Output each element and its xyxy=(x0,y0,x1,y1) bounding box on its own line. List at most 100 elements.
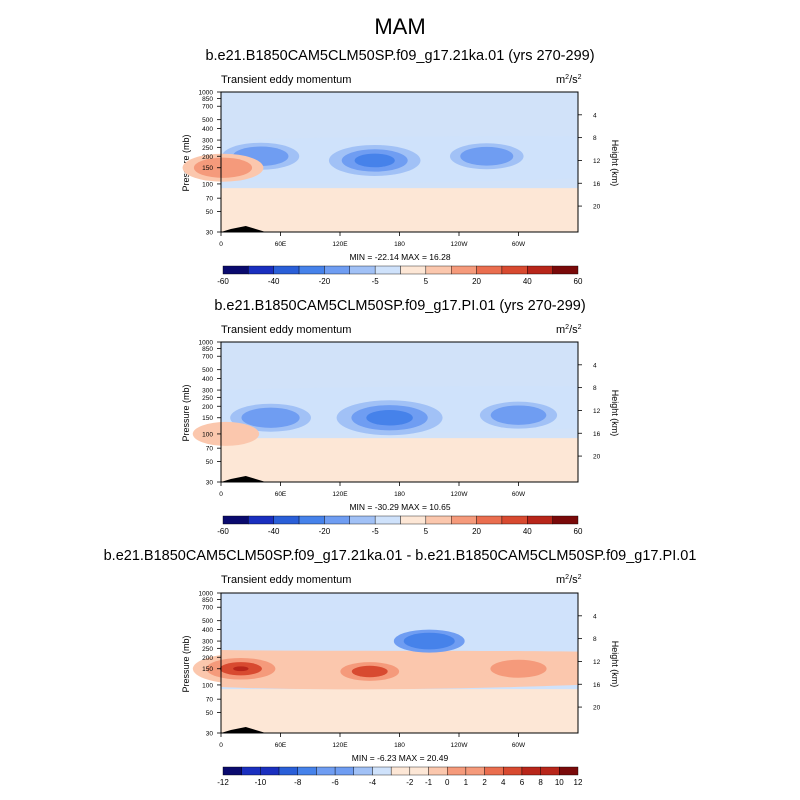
panel-1-colorbar-box-9 xyxy=(451,265,477,275)
panel-3-pressure-label-850: 850 xyxy=(202,597,213,604)
panel-2-lon-label-0: 0 xyxy=(219,491,223,498)
panel-3-subtitle: Transient eddy momentum xyxy=(221,574,351,586)
panel-2-pressure-label-250: 250 xyxy=(202,395,213,402)
panel-3-colorbar-box-3 xyxy=(278,766,298,776)
panel-3-lon-label-60W: 60W xyxy=(512,742,526,749)
panel-2-feature-neg-core-180-level-3 xyxy=(366,410,413,426)
panel-1-height-label-4: 4 xyxy=(593,112,597,119)
panel-2-colorbar-label--60: -60 xyxy=(217,527,229,536)
panel-3-y2label: Height (km) xyxy=(610,641,620,688)
panel-2: Transient eddy momentum m2/s2 Pressure (… xyxy=(181,324,620,536)
panel-3-pressure-label-30: 30 xyxy=(206,731,214,738)
panel-1-lon-label-60E: 60E xyxy=(275,241,287,248)
panel-1-height-label-20: 20 xyxy=(593,204,601,211)
panel-2-height-label-8: 8 xyxy=(593,385,597,392)
panel-1-colorbar-label--40: -40 xyxy=(268,277,280,286)
panel-2-colorbar-label--20: -20 xyxy=(319,527,331,536)
panel-3-pressure-label-100: 100 xyxy=(202,682,213,689)
panel-2-height-label-20: 20 xyxy=(593,454,601,461)
panel-3-colorbar-box-4 xyxy=(297,766,317,776)
panel-1-lon-label-180: 180 xyxy=(394,241,405,248)
figure-title: MAM xyxy=(374,14,426,39)
panel-3-colorbar-box-12 xyxy=(447,766,467,776)
panel-1-feature-pos-core-0-level-2 xyxy=(193,157,253,178)
panel-2-colorbar-box-3 xyxy=(298,515,325,525)
panel-3-feature-pos-core-95W-level-2 xyxy=(490,659,547,678)
panel-1-minmax: MIN = -22.14 MAX = 16.28 xyxy=(349,252,450,262)
panel-1-y2label: Height (km) xyxy=(610,140,620,187)
panel-1-pressure-label-150: 150 xyxy=(202,165,213,172)
panel-1-title: b.e21.B1850CAM5CLM50SP.f09_g17.21ka.01 (… xyxy=(205,48,595,64)
panel-3-band-low xyxy=(221,593,578,622)
panel-1-colorbar-box-1 xyxy=(248,265,274,275)
panel-2-pressure-label-70: 70 xyxy=(206,446,214,453)
panel-3-colorbar-label-4: 4 xyxy=(501,778,506,787)
panel-3-units: m2/s2 xyxy=(556,574,582,586)
panel-2-height-label-4: 4 xyxy=(593,362,597,369)
panel-2-colorbar-label-60: 60 xyxy=(574,527,583,536)
panel-3-lon-label-120W: 120W xyxy=(451,742,469,749)
panel-1-pressure-label-850: 850 xyxy=(202,96,213,103)
panel-2-ylabel: Pressure (mb) xyxy=(181,384,191,441)
panel-2-lon-label-60E: 60E xyxy=(275,491,287,498)
panel-3-colorbar-box-2 xyxy=(260,766,280,776)
panel-2-colorbar-box-13 xyxy=(552,515,579,525)
panel-2-pressure-label-200: 200 xyxy=(202,404,213,411)
panel-2-pressure-label-400: 400 xyxy=(202,376,213,383)
panel-2-pressure-label-1000: 1000 xyxy=(199,340,214,347)
panel-2-colorbar-label--5: -5 xyxy=(372,527,380,536)
panel-2-pressure-label-700: 700 xyxy=(202,354,213,361)
panel-2-colorbar-box-7 xyxy=(400,515,427,525)
panel-3-colorbar-label--10: -10 xyxy=(255,778,267,787)
panel-1-colorbar-label--60: -60 xyxy=(217,277,229,286)
panel-3-title: b.e21.B1850CAM5CLM50SP.f09_g17.21ka.01 -… xyxy=(103,548,697,564)
panel-2-colorbar-box-10 xyxy=(476,515,503,525)
panel-2-pressure-label-500: 500 xyxy=(202,367,213,374)
panel-3-colorbar-label--2: -2 xyxy=(406,778,414,787)
panel-3-colorbar-label--4: -4 xyxy=(369,778,377,787)
panel-2-topography xyxy=(221,476,266,482)
panel-3-colorbar-box-14 xyxy=(484,766,504,776)
panel-3-colorbar-box-16 xyxy=(521,766,541,776)
panel-1-pressure-label-250: 250 xyxy=(202,145,213,152)
panel-1-colorbar-box-6 xyxy=(374,265,401,275)
panel-3-pressure-label-50: 50 xyxy=(206,710,214,717)
panel-3-pressure-label-70: 70 xyxy=(206,697,214,704)
panel-2-units: m2/s2 xyxy=(556,324,582,336)
panel-3-pressure-label-1000: 1000 xyxy=(199,591,214,598)
panel-2-colorbar-box-9 xyxy=(451,515,477,525)
panel-2-colorbar-box-2 xyxy=(273,515,300,525)
panel-2-colorbar-label-20: 20 xyxy=(472,527,481,536)
panel-3-colorbar-label-12: 12 xyxy=(574,778,583,787)
panel-3-lon-label-0: 0 xyxy=(219,742,223,749)
panel-2-colorbar-label-5: 5 xyxy=(424,527,429,536)
panel-1-pressure-label-700: 700 xyxy=(202,104,213,111)
panel-1-topography xyxy=(221,226,266,232)
panel-2-colorbar-label-40: 40 xyxy=(523,527,532,536)
panel-2-height-label-16: 16 xyxy=(593,431,601,438)
panel-3-pressure-label-250: 250 xyxy=(202,646,213,653)
panel-1-height-label-8: 8 xyxy=(593,135,597,142)
panel-3-height-label-16: 16 xyxy=(593,682,601,689)
panel-3-colorbar-label-6: 6 xyxy=(520,778,525,787)
panel-3-pressure-label-400: 400 xyxy=(202,627,213,634)
panel-1-colorbar-label--20: -20 xyxy=(319,277,331,286)
panel-1-subtitle: Transient eddy momentum xyxy=(221,74,351,86)
panel-3-feature-pos-core-20E-level-4 xyxy=(233,666,249,672)
panel-2-lon-label-60W: 60W xyxy=(512,491,526,498)
panel-3-colorbar-label--6: -6 xyxy=(332,778,340,787)
panel-1-pressure-label-200: 200 xyxy=(202,154,213,161)
panel-1-colorbar-box-7 xyxy=(400,265,427,275)
panel-2-lon-label-120W: 120W xyxy=(451,491,469,498)
panel-2-pressure-label-100: 100 xyxy=(202,431,213,438)
panel-1-pressure-label-70: 70 xyxy=(206,196,214,203)
panel-1-colorbar-box-5 xyxy=(349,265,376,275)
panel-3-colorbar-box-13 xyxy=(465,766,485,776)
panel-1-colorbar-box-11 xyxy=(501,265,528,275)
panel-2-colorbar-box-0 xyxy=(222,515,249,525)
panel-2-colorbar-box-1 xyxy=(248,515,274,525)
panel-2-pressure-label-30: 30 xyxy=(206,480,214,487)
panel-2-feature-pos-core-0-level-1 xyxy=(192,421,260,446)
panel-1-colorbar-box-3 xyxy=(298,265,325,275)
panel-3-lon-label-120E: 120E xyxy=(332,742,348,749)
